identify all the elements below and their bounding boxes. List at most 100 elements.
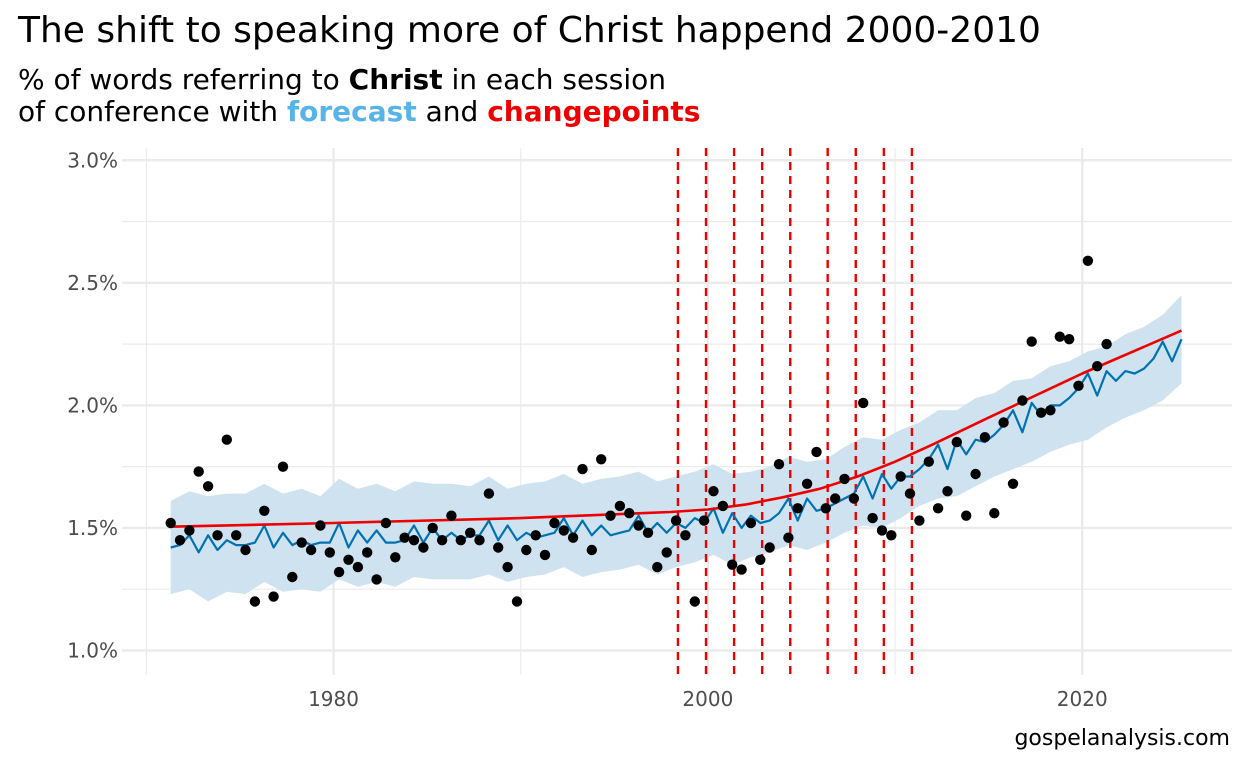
subtitle-text: of conference with — [18, 95, 287, 128]
data-point — [474, 535, 485, 546]
data-point — [558, 525, 569, 536]
data-point — [858, 397, 869, 409]
subtitle-keyword-forecast: forecast — [286, 95, 417, 128]
data-point — [792, 503, 803, 514]
subtitle-line-1: % of words referring to Christ in each s… — [18, 64, 700, 96]
data-point — [951, 436, 962, 448]
data-point — [539, 549, 551, 561]
data-point — [773, 459, 785, 470]
trend-line — [170, 329, 1183, 528]
data-point — [633, 520, 644, 531]
data-point — [231, 530, 242, 541]
y-tick-label: 2.0% — [67, 393, 118, 417]
data-point — [184, 525, 195, 536]
data-point — [174, 535, 186, 546]
data-point — [455, 535, 466, 546]
data-point — [465, 527, 476, 538]
data-point — [1092, 361, 1103, 372]
data-point — [324, 547, 335, 558]
data-point — [839, 473, 850, 485]
data-point — [914, 515, 925, 526]
data-point — [193, 466, 204, 477]
data-point — [418, 542, 429, 553]
data-point — [689, 596, 700, 607]
data-point — [605, 510, 616, 521]
data-point — [624, 508, 635, 519]
source-caption: gospelanalysis.com — [1014, 726, 1230, 751]
data-point — [259, 505, 270, 516]
subtitle-keyword-christ: Christ — [348, 63, 443, 96]
data-point — [932, 503, 944, 514]
data-point — [745, 517, 757, 529]
data-point — [755, 554, 766, 565]
data-point — [867, 512, 878, 524]
x-tick-label: 2020 — [1057, 687, 1108, 711]
data-point — [661, 547, 672, 558]
data-point — [287, 571, 298, 583]
data-point — [1101, 338, 1112, 350]
data-point — [549, 517, 560, 529]
data-point — [240, 544, 251, 556]
chart-subtitle: % of words referring to Christ in each s… — [18, 64, 700, 128]
subtitle-text: and — [416, 95, 488, 128]
y-tick-label: 1.0% — [67, 638, 118, 662]
subtitle-keyword-changepoints: changepoints — [487, 95, 701, 128]
data-point — [333, 566, 345, 578]
data-point — [1064, 334, 1075, 345]
data-point — [567, 532, 579, 543]
data-point — [989, 508, 1000, 519]
data-point — [830, 493, 841, 504]
data-point — [493, 542, 504, 553]
data-point — [1026, 336, 1037, 347]
data-point — [801, 478, 813, 489]
data-point — [390, 552, 401, 563]
data-point — [698, 515, 710, 526]
data-point — [436, 535, 448, 546]
data-point — [904, 488, 916, 499]
data-point — [783, 532, 794, 543]
data-point — [736, 564, 747, 575]
data-point — [652, 561, 663, 573]
data-point — [315, 520, 326, 531]
data-point — [165, 517, 176, 529]
data-point — [596, 454, 607, 465]
data-point — [717, 500, 729, 512]
data-point — [380, 517, 392, 529]
forecast-band-layer — [170, 295, 1182, 602]
x-tick-label: 1980 — [308, 687, 359, 711]
y-tick-label: 3.0% — [67, 148, 118, 172]
data-point — [502, 561, 513, 573]
data-point — [727, 559, 738, 570]
data-point — [886, 530, 897, 541]
data-point — [352, 561, 364, 573]
data-point — [970, 468, 981, 480]
data-point — [1073, 380, 1084, 391]
data-point — [961, 510, 972, 521]
data-point — [305, 544, 317, 556]
y-tick-label: 1.5% — [67, 516, 118, 540]
data-point — [483, 488, 495, 499]
subtitle-line-2: of conference with forecast and changepo… — [18, 96, 700, 128]
data-point — [708, 486, 719, 497]
data-point — [408, 535, 420, 546]
trend-line-layer — [170, 329, 1183, 528]
data-point — [1007, 478, 1019, 489]
data-point — [680, 530, 691, 541]
data-point — [764, 542, 775, 553]
subtitle-text: % of words referring to — [18, 63, 349, 96]
data-point — [670, 515, 682, 526]
data-point — [586, 544, 597, 556]
data-point — [811, 446, 822, 458]
data-point — [577, 463, 588, 475]
data-point — [277, 461, 289, 472]
data-point — [1045, 405, 1056, 416]
data-point — [268, 591, 279, 602]
data-point — [998, 417, 1009, 428]
data-point — [212, 530, 223, 541]
data-point — [614, 500, 626, 512]
data-point — [530, 530, 541, 541]
data-point — [1035, 407, 1047, 418]
x-tick-label: 2000 — [682, 687, 733, 711]
changepoint-layer — [676, 148, 914, 675]
